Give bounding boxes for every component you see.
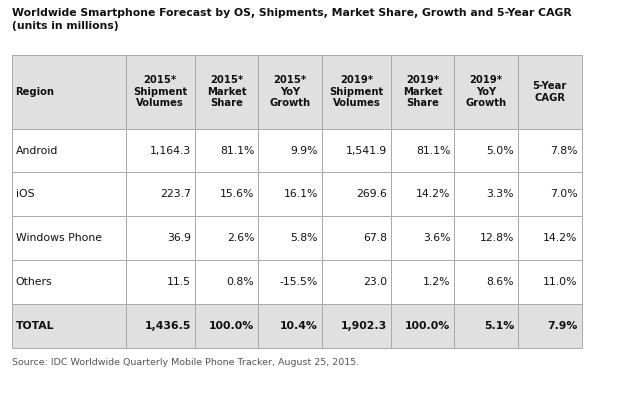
Bar [391,129,454,173]
Text: Source: IDC Worldwide Quarterly Mobile Phone Tracker, August 25, 2015.: Source: IDC Worldwide Quarterly Mobile P… [12,358,359,367]
Text: 2019*
YoY
Growth: 2019* YoY Growth [466,75,507,108]
Bar [195,173,259,216]
Bar [125,55,195,129]
Text: 7.0%: 7.0% [550,189,577,199]
Bar [391,216,454,260]
Bar [518,129,582,173]
Bar [518,173,582,216]
Bar [518,216,582,260]
Bar [125,260,195,304]
Bar [391,260,454,304]
Bar [454,129,518,173]
Text: 7.9%: 7.9% [547,321,577,331]
Bar [322,304,391,348]
Text: 1.2%: 1.2% [423,277,451,287]
Text: 2.6%: 2.6% [227,233,254,243]
Text: 81.1%: 81.1% [220,146,254,155]
Text: iOS: iOS [15,189,34,199]
Bar [12,304,125,348]
Bar [195,260,259,304]
Text: 2019*
Shipment
Volumes: 2019* Shipment Volumes [329,75,383,108]
Bar [125,216,195,260]
Bar [454,216,518,260]
Bar [322,260,391,304]
Bar [518,304,582,348]
Text: 2015*
YoY
Growth: 2015* YoY Growth [269,75,310,108]
Bar [454,304,518,348]
Text: Others: Others [15,277,52,287]
Text: 5.8%: 5.8% [291,233,318,243]
Text: 11.5: 11.5 [167,277,191,287]
Text: 100.0%: 100.0% [405,321,451,331]
Bar [195,216,259,260]
Text: 16.1%: 16.1% [284,189,318,199]
Bar [259,173,322,216]
Text: 2015*
Shipment
Volumes: 2015* Shipment Volumes [133,75,188,108]
Bar [322,55,391,129]
Bar [518,260,582,304]
Bar [454,55,518,129]
Text: 223.7: 223.7 [160,189,191,199]
Bar [125,304,195,348]
Text: 14.2%: 14.2% [543,233,577,243]
Bar [322,216,391,260]
Text: 2019*
Market
Share: 2019* Market Share [403,75,442,108]
Text: 5.1%: 5.1% [484,321,514,331]
Text: 0.8%: 0.8% [227,277,254,287]
Bar [12,260,125,304]
Text: 23.0: 23.0 [363,277,387,287]
Bar [12,216,125,260]
Bar [322,173,391,216]
Bar [195,55,259,129]
Text: 8.6%: 8.6% [486,277,514,287]
Bar [195,129,259,173]
Text: 1,541.9: 1,541.9 [346,146,387,155]
Text: 3.3%: 3.3% [486,189,514,199]
Text: 269.6: 269.6 [356,189,387,199]
Bar [125,173,195,216]
Text: 81.1%: 81.1% [416,146,451,155]
Text: 12.8%: 12.8% [479,233,514,243]
Text: 3.6%: 3.6% [423,233,451,243]
Text: 14.2%: 14.2% [416,189,451,199]
Bar [12,129,125,173]
Text: 15.6%: 15.6% [220,189,254,199]
Bar [125,129,195,173]
Bar [322,129,391,173]
Bar [391,173,454,216]
Bar [391,55,454,129]
Text: 1,164.3: 1,164.3 [150,146,191,155]
Bar [259,260,322,304]
Text: TOTAL: TOTAL [15,321,54,331]
Bar [259,304,322,348]
Text: 5.0%: 5.0% [486,146,514,155]
Bar [259,55,322,129]
Text: 5-Year
CAGR: 5-Year CAGR [532,81,567,103]
Text: Region: Region [15,87,54,97]
Text: 10.4%: 10.4% [280,321,318,331]
Text: 2015*
Market
Share: 2015* Market Share [207,75,246,108]
Bar [195,304,259,348]
Text: Worldwide Smartphone Forecast by OS, Shipments, Market Share, Growth and 5-Year : Worldwide Smartphone Forecast by OS, Shi… [12,8,572,18]
Bar [391,304,454,348]
Text: 9.9%: 9.9% [291,146,318,155]
Text: Android: Android [15,146,58,155]
Bar [518,55,582,129]
Text: 36.9: 36.9 [167,233,191,243]
Text: Windows Phone: Windows Phone [15,233,102,243]
Bar [454,260,518,304]
Text: (units in millions): (units in millions) [12,21,118,31]
Text: 11.0%: 11.0% [543,277,577,287]
Text: 100.0%: 100.0% [209,321,254,331]
Bar [259,129,322,173]
Text: 1,436.5: 1,436.5 [145,321,191,331]
Text: 1,902.3: 1,902.3 [340,321,387,331]
Bar [259,216,322,260]
Text: 7.8%: 7.8% [550,146,577,155]
Bar [454,173,518,216]
Text: -15.5%: -15.5% [280,277,318,287]
Text: 67.8: 67.8 [363,233,387,243]
Bar [12,173,125,216]
Bar [12,55,125,129]
